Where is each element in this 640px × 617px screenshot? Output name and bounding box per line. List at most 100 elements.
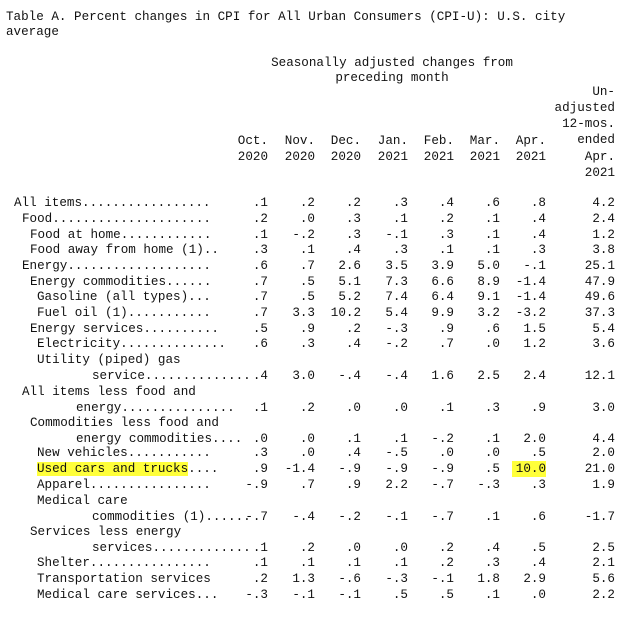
cell-value: -.5: [385, 446, 408, 460]
cell-value: .6: [252, 337, 268, 351]
cell-value: .1: [484, 509, 500, 524]
cell-value: 6.6: [431, 275, 454, 289]
cell-value: .6: [484, 322, 500, 336]
cell-value: -.1: [385, 228, 408, 242]
cell-value: .1: [392, 212, 408, 226]
row-label: energy commodities....: [76, 431, 243, 446]
column-header: Oct.: [237, 133, 268, 148]
cell-value: .1: [252, 400, 268, 415]
cell-value: .7: [252, 306, 268, 320]
cell-value: 1.9: [592, 478, 615, 492]
row-label: Utility (piped) gas: [37, 353, 181, 367]
row-label: Food away from home (1)..: [30, 243, 219, 257]
cell-value: .3: [345, 212, 361, 226]
cell-value: -1.7: [584, 509, 615, 524]
cell-value: 2.2: [592, 588, 615, 602]
cell-value: .0: [484, 446, 500, 460]
cell-value: 5.0: [477, 259, 500, 273]
cell-value: .2: [438, 556, 454, 570]
cell-value: .4: [530, 556, 546, 570]
row-label: All items.................: [14, 196, 211, 210]
row-label: New vehicles...........: [37, 446, 211, 460]
cell-value: .4: [345, 337, 361, 351]
cell-value: .9: [438, 322, 454, 336]
cell-value: 1.8: [477, 572, 500, 586]
column-header: 2020: [237, 150, 268, 164]
cell-value: .2: [252, 572, 268, 586]
cell-value: .0: [345, 540, 361, 555]
cell-value: .4: [252, 368, 268, 383]
column-header: Nov.: [284, 133, 315, 148]
row-label: energy...............: [76, 400, 235, 415]
row-label: Commodities less food and: [30, 416, 219, 430]
column-header: 2021: [469, 150, 500, 164]
cell-value: .1: [299, 556, 315, 570]
column-header: Mar.: [469, 133, 500, 148]
cell-value: .1: [484, 588, 500, 602]
cell-value: -.9: [385, 462, 408, 476]
cell-value: 2.0: [592, 446, 615, 460]
cell-value: .1: [484, 212, 500, 226]
title-line: Table A. Percent changes in CPI for All …: [6, 10, 566, 24]
row-label: services.............: [92, 540, 251, 555]
cell-value: .0: [299, 431, 315, 446]
cell-value: -.1: [523, 259, 546, 273]
cell-value: 5.6: [592, 572, 615, 586]
cell-value: 7.4: [385, 290, 408, 304]
cell-value: -3.2: [515, 306, 546, 320]
cell-value: 2.4: [592, 212, 615, 226]
cell-value: 6.4: [431, 290, 454, 304]
cell-value: 1.2: [592, 228, 615, 242]
cell-value: .3: [392, 196, 408, 210]
cell-value: .2: [299, 196, 315, 210]
cell-value: .9: [345, 478, 361, 492]
cell-value: 5.2: [338, 290, 361, 304]
cell-value: -1.4: [515, 275, 546, 289]
cell-value: -.4: [385, 368, 408, 383]
cell-value: 47.9: [584, 275, 615, 289]
row-label: Medical care: [37, 494, 128, 508]
cell-value: 3.5: [385, 259, 408, 273]
cell-value: .5: [438, 588, 454, 602]
row-label: commodities (1)......: [92, 509, 251, 524]
cell-value: .1: [252, 540, 268, 555]
cell-value: .1: [438, 400, 454, 415]
cell-value: .5: [530, 446, 546, 460]
cell-value: 2.5: [592, 540, 615, 555]
cell-value: 8.9: [477, 275, 500, 289]
cell-value: .0: [299, 446, 315, 460]
cell-value: .2: [438, 540, 454, 555]
column-header: ended: [577, 133, 615, 148]
column-header: Dec.: [330, 133, 361, 148]
cell-value: -1.4: [284, 462, 315, 476]
cell-value: .1: [438, 243, 454, 257]
highlight: Used cars and trucks: [37, 462, 189, 476]
cell-value: 25.1: [584, 259, 615, 273]
row-label: Gasoline (all types)...: [37, 290, 211, 304]
cell-value: -.6: [338, 572, 361, 586]
cell-value: -.3: [477, 478, 500, 492]
cell-value: 2.5: [477, 368, 500, 383]
cell-value: .3: [530, 478, 546, 492]
cell-value: .4: [530, 212, 546, 226]
cell-value: -.9: [431, 462, 454, 476]
cell-value: .2: [345, 322, 361, 336]
group-header: preceding month: [335, 71, 449, 85]
column-header: 2020: [330, 150, 361, 164]
cell-value: 3.0: [592, 400, 615, 415]
cell-value: .1: [252, 196, 268, 210]
column-header: 2021: [377, 150, 408, 164]
cell-value: .2: [299, 540, 315, 555]
row-label: service..............: [92, 368, 251, 383]
cell-value: .1: [345, 556, 361, 570]
column-header: 2020: [284, 150, 315, 164]
cell-value: .1: [252, 228, 268, 242]
cell-value: .1: [345, 431, 361, 446]
cell-value: .1: [484, 228, 500, 242]
cell-value: .4: [530, 228, 546, 242]
cell-value: 9.9: [431, 306, 454, 320]
column-header: Apr.: [584, 149, 615, 164]
cell-value: -.2: [431, 431, 454, 446]
row-label: All items less food and: [22, 385, 196, 399]
